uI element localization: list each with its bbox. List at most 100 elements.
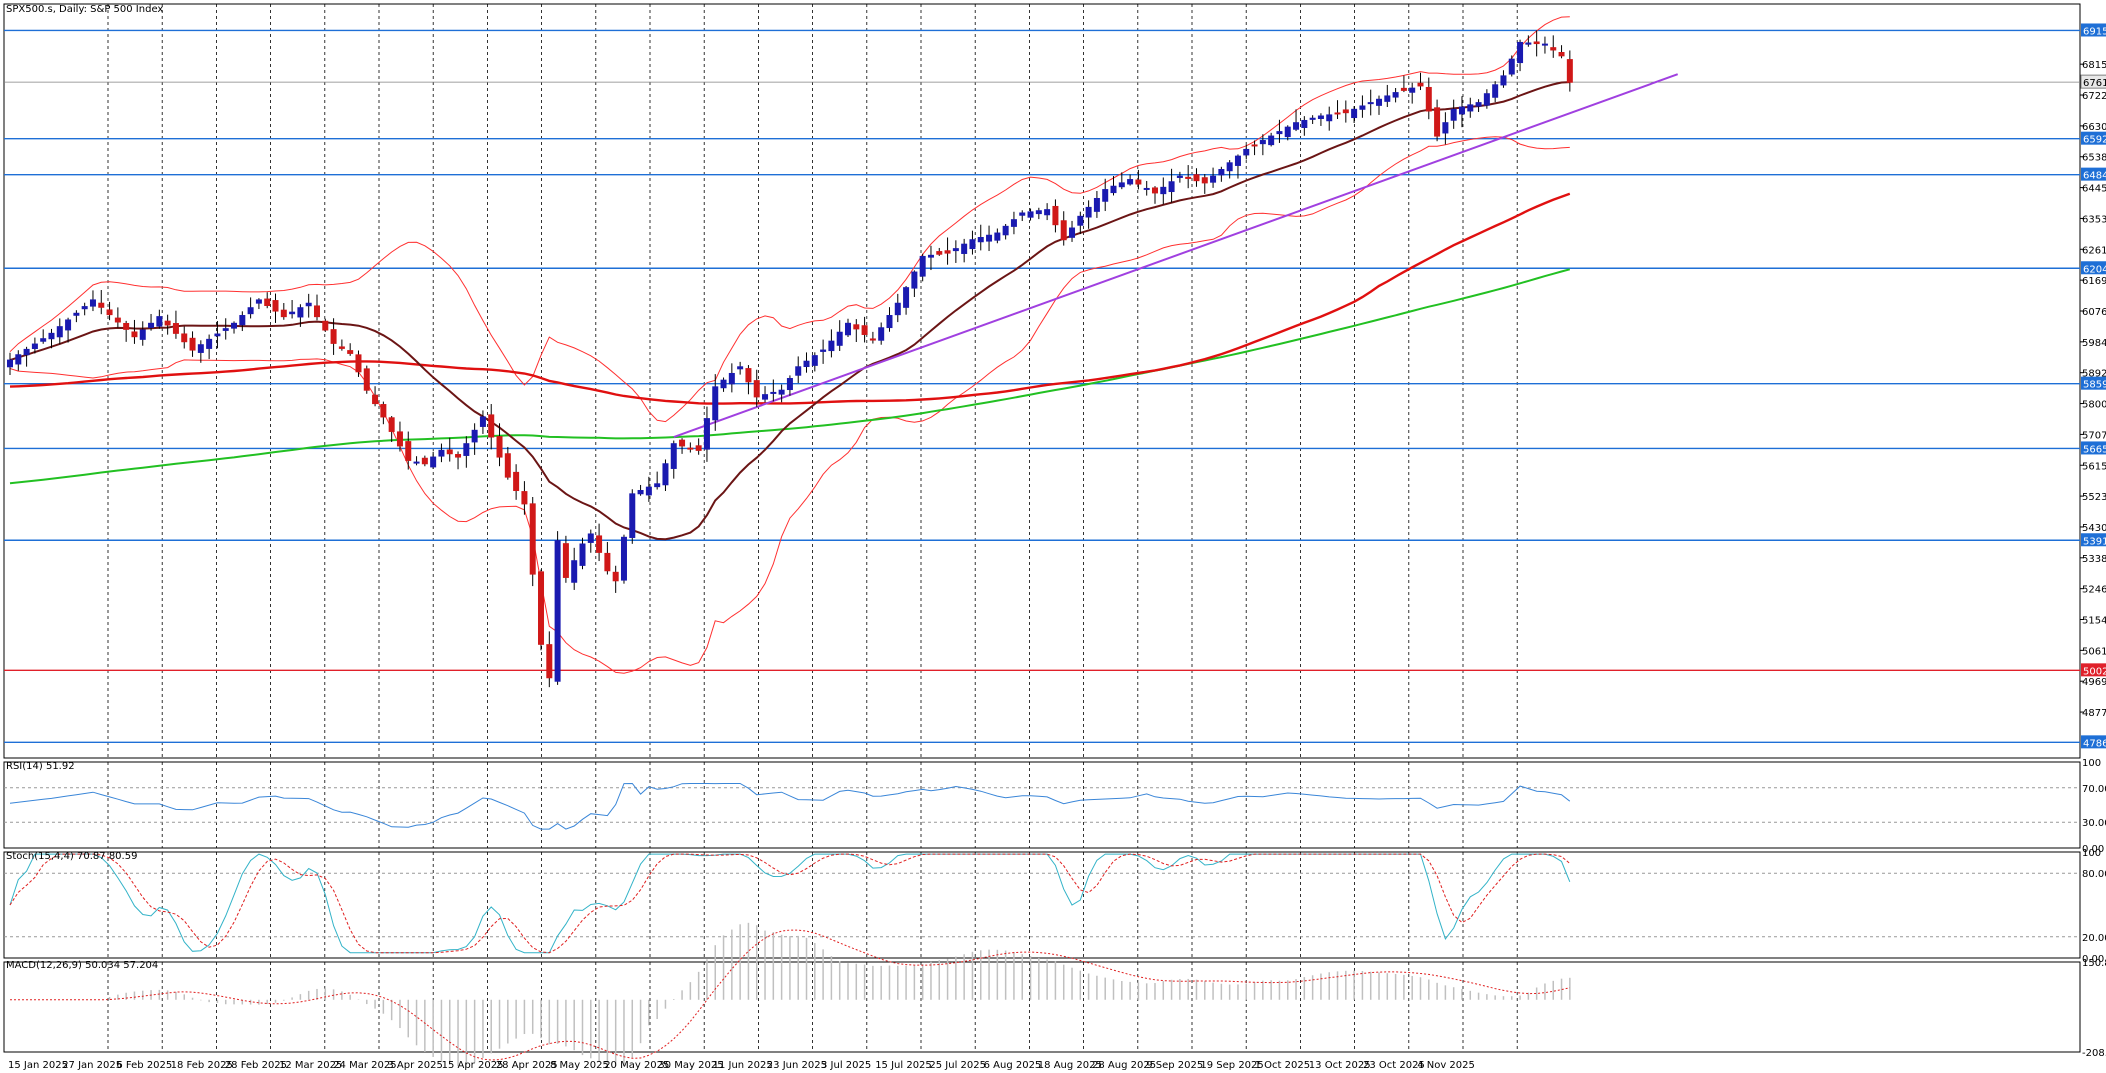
bull-candle[interactable] [803, 360, 810, 368]
bear-candle[interactable] [1185, 176, 1192, 179]
bull-candle[interactable] [1409, 87, 1416, 93]
bull-candle[interactable] [1127, 179, 1134, 185]
bull-candle[interactable] [148, 322, 155, 328]
bear-candle[interactable] [98, 302, 105, 308]
bear-candle[interactable] [687, 447, 694, 450]
bear-candle[interactable] [330, 329, 337, 344]
bull-candle[interactable] [1268, 135, 1275, 146]
bear-candle[interactable] [181, 333, 188, 343]
bull-candle[interactable] [1259, 140, 1266, 145]
bull-candle[interactable] [430, 456, 437, 468]
bull-candle[interactable] [222, 328, 229, 331]
bull-candle[interactable] [554, 540, 561, 682]
bull-candle[interactable] [1218, 169, 1225, 176]
bull-candle[interactable] [1069, 227, 1076, 238]
bull-candle[interactable] [728, 372, 735, 385]
bull-candle[interactable] [786, 377, 793, 391]
bull-candle[interactable] [571, 560, 578, 583]
bull-candle[interactable] [1143, 187, 1150, 190]
bull-candle[interactable] [795, 366, 802, 376]
bull-candle[interactable] [479, 416, 486, 427]
bull-candle[interactable] [206, 338, 213, 349]
bull-candle[interactable] [1102, 189, 1109, 202]
bear-candle[interactable] [347, 350, 354, 354]
bull-candle[interactable] [969, 239, 976, 250]
bear-candle[interactable] [869, 338, 876, 341]
bear-candle[interactable] [388, 417, 395, 432]
bear-candle[interactable] [164, 320, 171, 326]
bear-candle[interactable] [1193, 174, 1200, 182]
bull-candle[interactable] [1351, 108, 1358, 119]
bear-candle[interactable] [446, 449, 453, 455]
bear-candle[interactable] [936, 251, 943, 255]
bull-candle[interactable] [1293, 122, 1300, 130]
bear-candle[interactable] [421, 457, 428, 465]
bear-candle[interactable] [131, 331, 138, 338]
bear-candle[interactable] [496, 436, 503, 458]
bull-candle[interactable] [903, 287, 910, 308]
bull-candle[interactable] [15, 354, 22, 365]
bull-candle[interactable] [1483, 93, 1490, 106]
bull-candle[interactable] [828, 340, 835, 352]
bear-candle[interactable] [123, 322, 130, 330]
bear-candle[interactable] [1342, 109, 1349, 114]
bull-candle[interactable] [670, 443, 677, 469]
bull-candle[interactable] [1210, 175, 1217, 183]
bull-candle[interactable] [1458, 106, 1465, 115]
price-panel[interactable] [4, 16, 2080, 744]
bull-candle[interactable] [952, 248, 959, 252]
bull-candle[interactable] [139, 329, 146, 340]
bull-candle[interactable] [1168, 181, 1175, 193]
bear-candle[interactable] [372, 394, 379, 405]
bull-candle[interactable] [703, 418, 710, 450]
bear-candle[interactable] [488, 414, 495, 438]
bear-candle[interactable] [521, 491, 528, 505]
bear-candle[interactable] [189, 337, 196, 351]
bear-candle[interactable] [380, 404, 387, 418]
bear-candle[interactable] [1052, 205, 1059, 226]
bear-candle[interactable] [604, 552, 611, 572]
bull-candle[interactable] [1002, 225, 1009, 236]
bear-candle[interactable] [313, 305, 320, 318]
bear-candle[interactable] [513, 471, 520, 492]
bull-candle[interactable] [894, 302, 901, 316]
bull-candle[interactable] [1500, 75, 1507, 86]
bear-candle[interactable] [363, 368, 370, 391]
bear-candle[interactable] [1550, 47, 1557, 51]
bull-candle[interactable] [48, 332, 55, 340]
bear-candle[interactable] [405, 441, 412, 461]
bull-candle[interactable] [1110, 185, 1117, 194]
rsi-panel[interactable] [4, 782, 2080, 830]
bear-candle[interactable] [538, 571, 545, 645]
bear-candle[interactable] [1334, 112, 1341, 115]
bull-candle[interactable] [214, 333, 221, 337]
bull-candle[interactable] [1541, 43, 1548, 46]
bull-candle[interactable] [31, 343, 38, 350]
bull-candle[interactable] [1044, 209, 1051, 216]
bull-candle[interactable] [778, 389, 785, 395]
bull-candle[interactable] [645, 486, 652, 496]
macd-panel[interactable] [10, 922, 1571, 1067]
bear-candle[interactable] [1151, 187, 1158, 194]
bear-candle[interactable] [679, 439, 686, 447]
bull-candle[interactable] [1359, 105, 1366, 110]
bull-candle[interactable] [587, 533, 594, 543]
bull-candle[interactable] [305, 302, 312, 307]
bull-candle[interactable] [255, 299, 262, 304]
bull-candle[interactable] [1276, 131, 1283, 135]
bull-candle[interactable] [438, 449, 445, 457]
bear-candle[interactable] [1400, 87, 1407, 91]
bear-candle[interactable] [1251, 144, 1258, 147]
bear-candle[interactable] [596, 535, 603, 553]
bull-candle[interactable] [56, 326, 63, 338]
bull-candle[interactable] [231, 322, 238, 329]
bull-candle[interactable] [247, 307, 254, 315]
bull-candle[interactable] [1035, 210, 1042, 215]
bull-candle[interactable] [919, 255, 926, 277]
bull-candle[interactable] [1118, 182, 1125, 188]
bull-candle[interactable] [1517, 41, 1524, 64]
bull-candle[interactable] [1367, 102, 1374, 105]
bull-candle[interactable] [1326, 114, 1333, 122]
